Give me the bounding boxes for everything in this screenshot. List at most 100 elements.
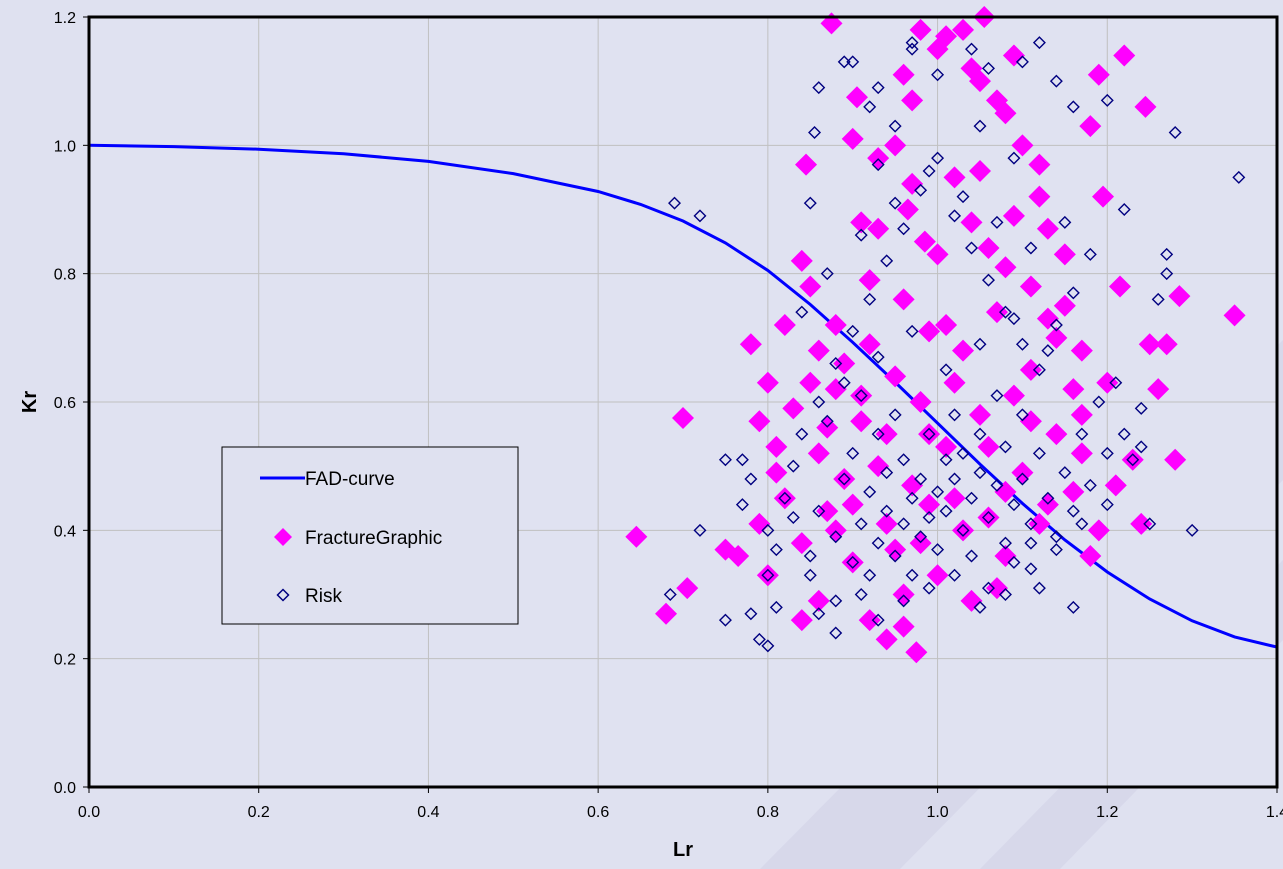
- legend: FAD-curve FractureGraphic Risk: [221, 446, 519, 625]
- risk-point: [965, 241, 979, 255]
- fracturegraphic-point: [1045, 326, 1068, 349]
- fracturegraphic-point: [1079, 545, 1102, 567]
- fracturegraphic-point: [795, 153, 818, 176]
- risk-point: [837, 472, 851, 486]
- risk-point: [871, 536, 885, 550]
- fracturegraphic-point: [807, 589, 830, 612]
- risk-point: [1015, 408, 1029, 422]
- fracturegraphic-point: [773, 487, 796, 510]
- fracturegraphic-point: [1070, 403, 1093, 426]
- fracturegraphic-point: [756, 371, 779, 394]
- risk-point: [922, 427, 936, 441]
- risk-point: [820, 267, 834, 281]
- fracturegraphic-point: [918, 423, 941, 446]
- legend-label-risk: Risk: [305, 586, 342, 607]
- fracturegraphic-point: [884, 134, 907, 157]
- fracturegraphic-point: [1164, 448, 1187, 471]
- fracturegraphic-point: [1070, 339, 1093, 362]
- risk-point: [846, 446, 860, 460]
- risk-point: [829, 530, 843, 544]
- risk-point: [897, 222, 911, 236]
- risk-point: [1032, 36, 1046, 50]
- fracturegraphic-point: [841, 493, 864, 516]
- risk-point: [880, 254, 894, 268]
- fracturegraphic-point: [1109, 275, 1132, 298]
- risk-point: [1024, 536, 1038, 550]
- fracturegraphic-point: [935, 435, 958, 458]
- legend-risk-swatch: [276, 588, 290, 602]
- fracturegraphic-point: [1062, 480, 1085, 503]
- fracturegraphic-point: [960, 211, 983, 234]
- legend-label-fracturegraphic: FractureGraphic: [305, 528, 442, 549]
- fracturegraphic-point: [969, 70, 991, 93]
- risk-point: [1007, 151, 1021, 165]
- risk-point: [1151, 292, 1165, 306]
- risk-point: [663, 588, 677, 601]
- risk-point: [863, 292, 877, 306]
- fracturegraphic-point: [1168, 285, 1191, 308]
- risk-point: [931, 543, 945, 557]
- risk-point: [914, 530, 928, 544]
- fracturegraphic-point: [672, 407, 694, 430]
- risk-point: [888, 408, 902, 422]
- fracturegraphic-point: [892, 63, 915, 86]
- fracturegraphic-point: [977, 237, 1000, 259]
- risk-point: [1232, 170, 1246, 184]
- risk-point: [973, 119, 987, 133]
- fracturegraphic-point: [850, 410, 873, 433]
- legend-fracturegraphic-swatch: [274, 528, 292, 546]
- fracturegraphic-point: [1045, 423, 1068, 446]
- risk-point: [1015, 55, 1029, 69]
- gridlines: [89, 17, 1277, 787]
- fracturegraphic-point: [960, 589, 983, 612]
- fracturegraphic-point: [824, 314, 847, 336]
- fracturegraphic-point: [1028, 185, 1051, 208]
- y-tick-label: 0.2: [54, 652, 76, 669]
- axis-ticks: 0.0 0.2 0.4 0.6 0.8 1.0 1.2 1.4 0.0 0.2 0.4 0.6 0.8 1…: [54, 10, 1283, 821]
- risk-point: [981, 61, 995, 75]
- fracturegraphic-point: [1096, 371, 1119, 394]
- fracturegraphic-point: [1087, 519, 1110, 542]
- risk-point: [1066, 286, 1080, 300]
- fracturegraphic-point: [1036, 307, 1059, 330]
- risk-point: [914, 472, 928, 486]
- risk-point: [812, 607, 826, 621]
- fracturegraphic-point: [841, 551, 864, 574]
- fracturegraphic-point: [1028, 153, 1051, 176]
- fracturegraphic-point: [850, 211, 873, 234]
- x-tick-label: 1.4: [1266, 804, 1283, 821]
- fracturegraphic-point: [1121, 448, 1144, 471]
- fracturegraphic-point: [625, 525, 648, 548]
- risk-point: [871, 613, 885, 627]
- risk-point: [812, 81, 826, 95]
- risk-point: [1066, 100, 1080, 114]
- risk-point: [905, 42, 919, 56]
- y-tick-label: 0.4: [54, 523, 76, 540]
- fracturegraphic-point: [1019, 410, 1042, 433]
- risk-point: [1032, 446, 1046, 460]
- risk-point: [922, 511, 936, 524]
- risk-point: [769, 600, 783, 614]
- risk-point: [735, 498, 749, 512]
- y-axis-title: Kr: [19, 391, 41, 413]
- fracturegraphic-point: [943, 371, 966, 394]
- risk-point: [1100, 93, 1114, 107]
- risk-point: [1100, 446, 1114, 460]
- fracturegraphic-point: [875, 628, 898, 651]
- risk-point: [1007, 555, 1021, 569]
- risk-point: [1168, 126, 1182, 139]
- plot-data: [89, 6, 1277, 664]
- risk-point: [981, 581, 995, 595]
- fracturegraphic-point: [739, 333, 762, 356]
- risk-point: [1143, 517, 1157, 531]
- fracturegraphic-point: [799, 275, 822, 298]
- risk-point: [1049, 530, 1063, 544]
- risk-point: [888, 196, 902, 210]
- fracturegraphic-point: [943, 166, 966, 189]
- risk-point: [1160, 247, 1174, 261]
- fracturegraphic-point: [875, 423, 898, 446]
- risk-point: [948, 568, 962, 582]
- risk-point: [863, 485, 877, 499]
